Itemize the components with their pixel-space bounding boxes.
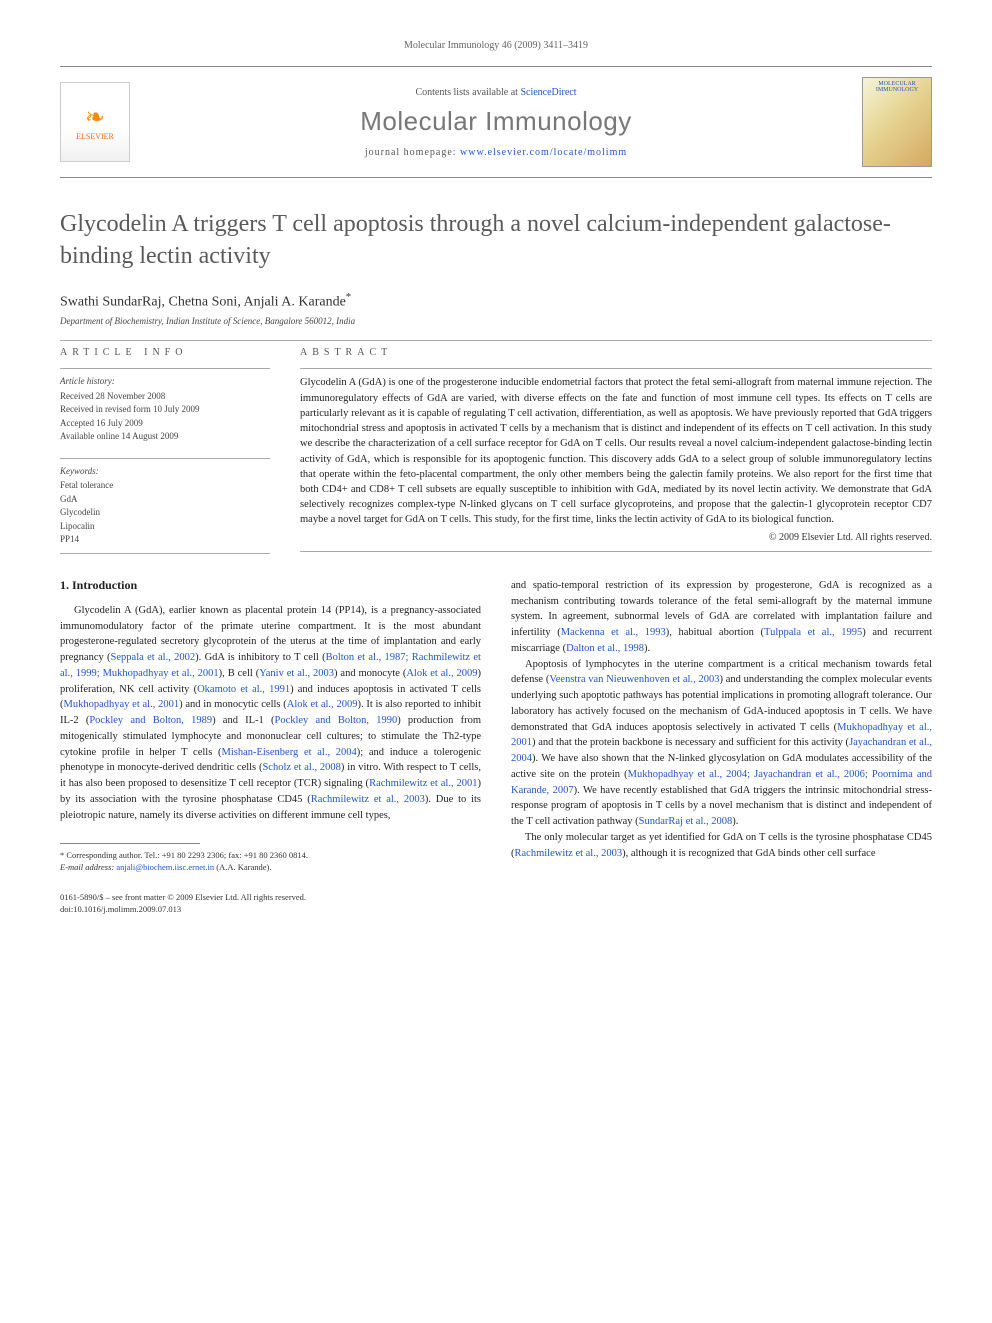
keyword: Fetal tolerance <box>60 479 270 493</box>
elsevier-logo: ❧ ELSEVIER <box>60 82 130 162</box>
ref-link[interactable]: SundarRaj et al., 2008 <box>639 816 733 827</box>
homepage-link[interactable]: www.elsevier.com/locate/molimm <box>460 147 627 158</box>
right-column: and spatio-temporal restriction of its e… <box>511 578 932 916</box>
ref-link[interactable]: Mackenna et al., 1993 <box>561 627 666 638</box>
email-label: E-mail address: <box>60 862 116 872</box>
intro-paragraph: Glycodelin A (GdA), earlier known as pla… <box>60 603 481 824</box>
ref-link[interactable]: Seppala et al., 2002 <box>111 652 196 663</box>
t: ) and monocyte ( <box>334 668 406 679</box>
t: ), habitual abortion ( <box>666 627 764 638</box>
online-date: Available online 14 August 2009 <box>60 430 270 444</box>
homepage-line: journal homepage: www.elsevier.com/locat… <box>130 147 862 158</box>
left-column: 1. Introduction Glycodelin A (GdA), earl… <box>60 578 481 916</box>
keyword: Glycodelin <box>60 506 270 520</box>
article-info-column: article info Article history: Received 2… <box>60 347 270 554</box>
ref-link[interactable]: Pockley and Bolton, 1989 <box>89 715 212 726</box>
doi-line: doi:10.1016/j.molimm.2009.07.013 <box>60 904 481 916</box>
ref-link[interactable]: Yaniv et al., 2003 <box>259 668 334 679</box>
corr-marker: * <box>346 291 352 303</box>
journal-name: Molecular Immunology <box>130 106 862 137</box>
email-link[interactable]: anjali@biochem.iisc.ernet.in <box>116 862 214 872</box>
affiliation: Department of Biochemistry, Indian Insti… <box>60 316 932 326</box>
body-columns: 1. Introduction Glycodelin A (GdA), earl… <box>60 578 932 916</box>
citation-header: Molecular Immunology 46 (2009) 3411–3419 <box>60 40 932 51</box>
ref-link[interactable]: Rachmilewitz et al., 2003 <box>311 794 425 805</box>
keyword: Lipocalin <box>60 520 270 534</box>
t: ) and IL-1 ( <box>212 715 274 726</box>
t: ) and in monocytic cells ( <box>179 699 287 710</box>
divider <box>60 340 932 341</box>
corr-footnote: * Corresponding author. Tel.: +91 80 229… <box>60 850 481 874</box>
copyright-line: © 2009 Elsevier Ltd. All rights reserved… <box>300 532 932 552</box>
t: ) and that the protein backbone is neces… <box>532 737 849 748</box>
ref-link[interactable]: Mukhopadhyay et al., 2001 <box>64 699 180 710</box>
keyword: GdA <box>60 493 270 507</box>
homepage-prefix: journal homepage: <box>365 147 460 158</box>
email-line: E-mail address: anjali@biochem.iisc.erne… <box>60 862 481 874</box>
abstract-column: abstract Glycodelin A (GdA) is one of th… <box>300 347 932 554</box>
article-title: Glycodelin A triggers T cell apoptosis t… <box>60 208 932 273</box>
ref-link[interactable]: Scholz et al., 2008 <box>262 762 340 773</box>
body-paragraph: Apoptosis of lymphocytes in the uterine … <box>511 657 932 830</box>
abstract-label: abstract <box>300 347 932 358</box>
t: ). GdA is inhibitory to T cell ( <box>195 652 325 663</box>
ref-link[interactable]: Alok et al., 2009 <box>406 668 477 679</box>
body-paragraph: and spatio-temporal restriction of its e… <box>511 578 932 657</box>
journal-cover-thumbnail: MOLECULAR IMMUNOLOGY <box>862 77 932 167</box>
footnote-divider <box>60 843 200 844</box>
cover-label: MOLECULAR IMMUNOLOGY <box>876 81 918 93</box>
history-block: Article history: Received 28 November 20… <box>60 368 270 444</box>
info-label: article info <box>60 347 270 358</box>
ref-link[interactable]: Okamoto et al., 1991 <box>197 684 290 695</box>
keywords-label: Keywords: <box>60 465 270 479</box>
ref-link[interactable]: Tulppala et al., 1995 <box>764 627 862 638</box>
abstract-body: Glycodelin A (GdA) is one of the progest… <box>300 377 932 525</box>
ref-link[interactable]: Veenstra van Nieuwenhoven et al., 2003 <box>549 674 719 685</box>
ref-link[interactable]: Pockley and Bolton, 1990 <box>274 715 397 726</box>
ref-link[interactable]: Rachmilewitz et al., 2001 <box>369 778 477 789</box>
keyword: PP14 <box>60 533 270 547</box>
authors-line: Swathi SundarRaj, Chetna Soni, Anjali A.… <box>60 291 932 311</box>
contents-line: Contents lists available at ScienceDirec… <box>130 87 862 98</box>
t: ), B cell ( <box>219 668 260 679</box>
abstract-text: Glycodelin A (GdA) is one of the progest… <box>300 368 932 527</box>
revised-date: Received in revised form 10 July 2009 <box>60 403 270 417</box>
intro-heading: 1. Introduction <box>60 578 481 593</box>
received-date: Received 28 November 2008 <box>60 390 270 404</box>
sciencedirect-link[interactable]: ScienceDirect <box>520 87 576 98</box>
t: ). <box>732 816 738 827</box>
t: ), although it is recognized that GdA bi… <box>622 848 875 859</box>
t: ). <box>644 643 650 654</box>
publisher-label: ELSEVIER <box>76 132 114 141</box>
ref-link[interactable]: Mishan-Eisenberg et al., 2004 <box>221 747 356 758</box>
corr-text: * Corresponding author. Tel.: +91 80 229… <box>60 850 481 862</box>
tree-icon: ❧ <box>85 103 105 132</box>
footer-block: 0161-5890/$ – see front matter © 2009 El… <box>60 892 481 916</box>
journal-header-bar: ❧ ELSEVIER Contents lists available at S… <box>60 66 932 178</box>
history-label: Article history: <box>60 375 270 389</box>
issn-line: 0161-5890/$ – see front matter © 2009 El… <box>60 892 481 904</box>
info-abstract-row: article info Article history: Received 2… <box>60 347 932 554</box>
ref-link[interactable]: Dalton et al., 1998 <box>566 643 644 654</box>
email-suffix: (A.A. Karande). <box>214 862 271 872</box>
accepted-date: Accepted 16 July 2009 <box>60 417 270 431</box>
ref-link[interactable]: Rachmilewitz et al., 2003 <box>515 848 623 859</box>
authors-text: Swathi SundarRaj, Chetna Soni, Anjali A.… <box>60 294 346 309</box>
contents-prefix: Contents lists available at <box>415 87 520 98</box>
keywords-block: Keywords: Fetal tolerance GdA Glycodelin… <box>60 458 270 554</box>
body-paragraph: The only molecular target as yet identif… <box>511 830 932 862</box>
header-center: Contents lists available at ScienceDirec… <box>130 87 862 158</box>
ref-link[interactable]: Alok et al., 2009 <box>287 699 358 710</box>
